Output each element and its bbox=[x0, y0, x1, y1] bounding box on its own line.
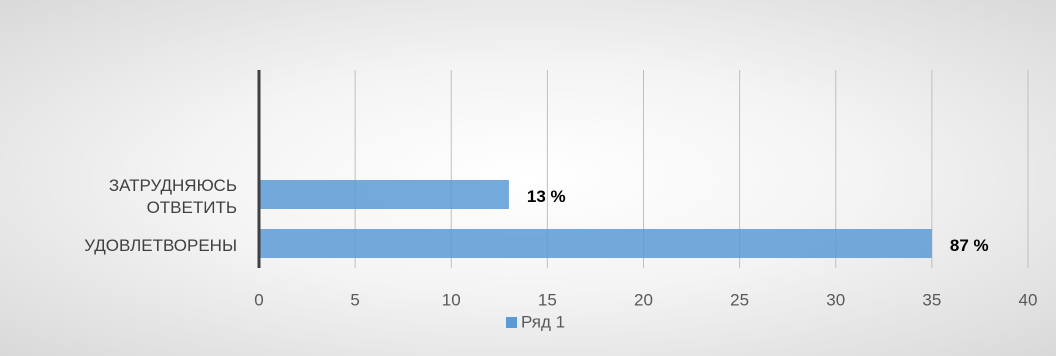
bar bbox=[259, 229, 932, 258]
legend-swatch bbox=[506, 317, 517, 328]
x-tick-label: 25 bbox=[730, 290, 749, 309]
data-label: 13 % bbox=[527, 187, 566, 206]
x-tick-label: 20 bbox=[634, 290, 653, 309]
x-tick-label: 15 bbox=[538, 290, 557, 309]
x-tick-label: 40 bbox=[1019, 290, 1038, 309]
x-tick-label: 30 bbox=[826, 290, 845, 309]
x-tick-label: 0 bbox=[254, 290, 263, 309]
data-label: 87 % bbox=[950, 236, 989, 255]
y-tick-label: ЗАТРУДНЯЮСЬ ОТВЕТИТЬ bbox=[108, 175, 237, 217]
x-tick-label: 10 bbox=[442, 290, 461, 309]
legend-label: Ряд 1 bbox=[521, 312, 565, 331]
bar bbox=[259, 180, 509, 209]
y-tick-label: УДОВЛЕТВОРЕНЫ bbox=[84, 235, 237, 255]
x-tick-label: 5 bbox=[350, 290, 359, 309]
x-tick-label: 35 bbox=[922, 290, 941, 309]
